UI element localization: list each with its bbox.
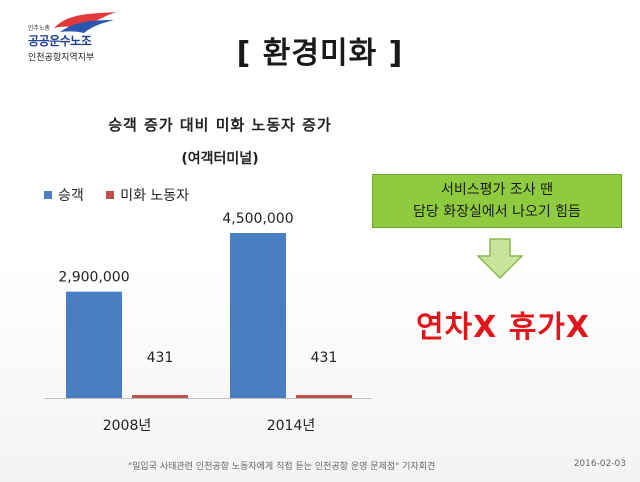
logo-branch-name: 인천공항지역지부	[28, 53, 95, 63]
bar-passengers-0	[66, 291, 122, 398]
callout-line-2: 담당 화장실에서 나오기 힘듬	[413, 204, 581, 220]
legend-item-cleaners: 미화 노동자	[106, 185, 189, 205]
data-label-cleaners-1: 431	[311, 350, 338, 366]
data-label-passengers-1: 4,500,000	[222, 211, 293, 227]
legend-item-passengers: 승객	[44, 185, 84, 205]
logo-small-text: 민주노총	[28, 25, 51, 32]
no-leave-text: 연차X 휴가X	[415, 310, 591, 345]
page-title: [ 환경미화 ]	[236, 36, 404, 71]
legend-swatch-passengers	[44, 191, 52, 199]
x-tick-label-1: 2014년	[267, 418, 316, 434]
x-tick-label-0: 2008년	[103, 418, 152, 434]
bar-cleaners-1	[296, 395, 352, 398]
callout-box: 서비스평가 조사 땐 담당 화장실에서 나오기 힘듬	[372, 174, 622, 228]
logo-union-name: 공공운수노조	[28, 34, 92, 48]
legend-label-passengers: 승객	[58, 188, 84, 204]
bar-passengers-1	[230, 233, 286, 398]
chart-title: 승객 증가 대비 미화 노동자 증가	[108, 116, 332, 134]
flag-icon	[54, 12, 116, 33]
data-label-cleaners-0: 431	[147, 350, 174, 366]
footer-date: 2016-02-03	[573, 459, 626, 469]
chart-legend: 승객 미화 노동자	[44, 185, 207, 205]
legend-swatch-cleaners	[106, 191, 115, 199]
legend-label-cleaners: 미화 노동자	[120, 188, 190, 204]
chart-subtitle: (여객터미널)	[181, 151, 259, 167]
down-arrow-icon	[476, 238, 524, 280]
union-logo: 민주노총 공공운수노조 인천공항지역지부	[14, 10, 124, 66]
footer-source: "밀입국 사태관련 인천공항 노동자에게 직접 듣는 인천공항 운영 문제점" …	[128, 462, 436, 472]
callout-line-1: 서비스평가 조사 땐	[441, 182, 553, 198]
bar-cleaners-0	[132, 395, 188, 398]
data-label-passengers-0: 2,900,000	[58, 270, 129, 286]
